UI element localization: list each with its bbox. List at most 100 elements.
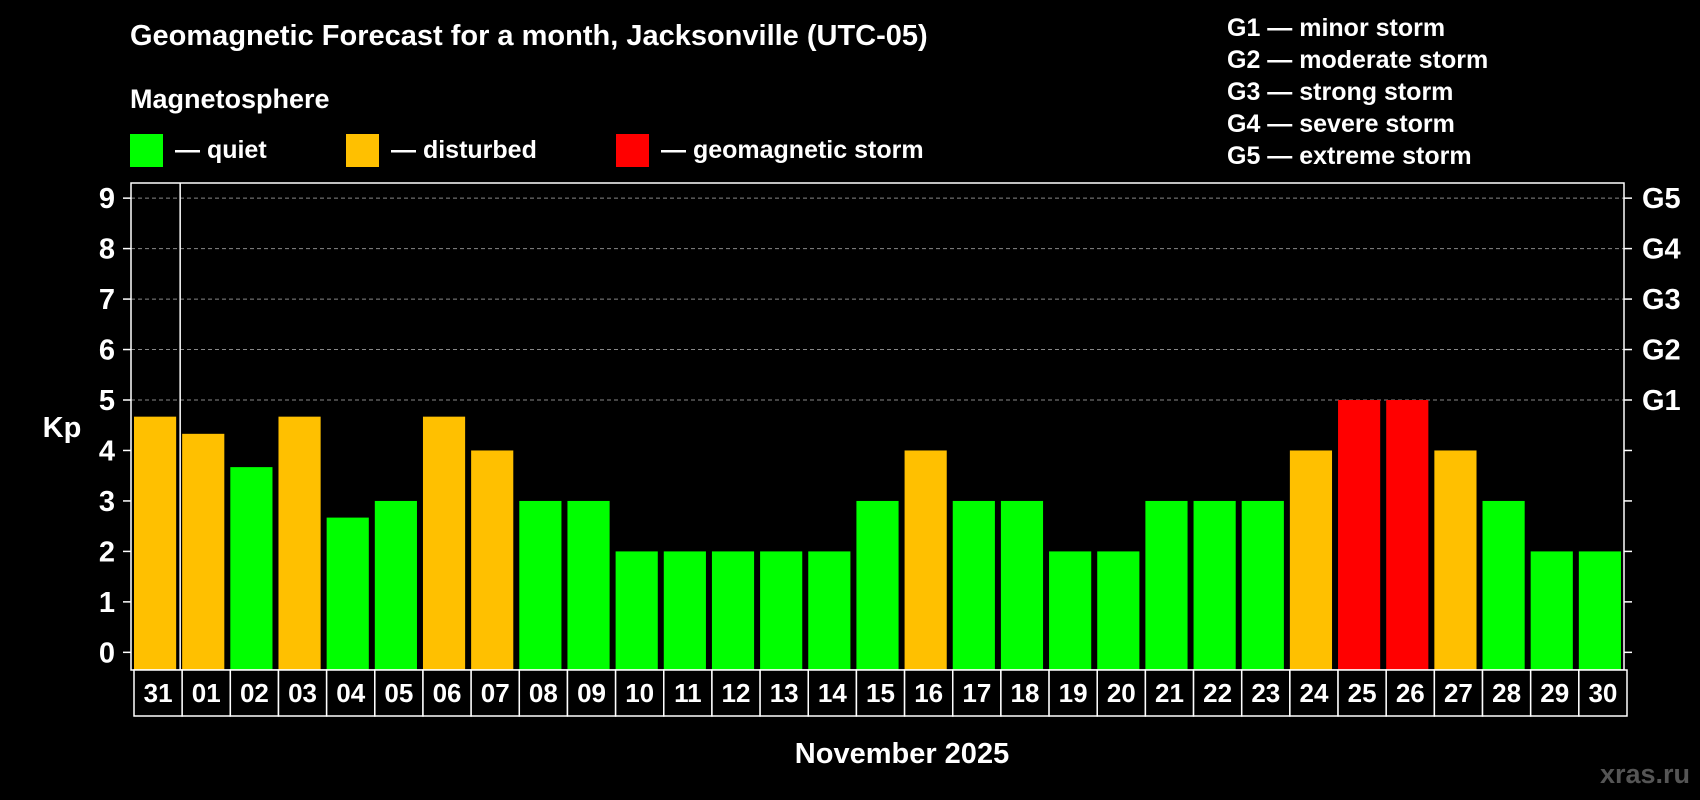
legend-disturbed: — disturbed [346, 133, 537, 167]
x-cell-10 [614, 669, 665, 717]
storm-level-label-g1: G1 [1642, 385, 1681, 417]
bar-11 [663, 551, 706, 670]
x-tick-label: 12 [722, 678, 751, 708]
storm-level-label-g4: G4 [1642, 234, 1681, 266]
x-tick-label: 19 [1059, 678, 1088, 708]
x-tick-label: 25 [1348, 678, 1377, 708]
bar-01 [182, 433, 225, 670]
x-tick-label: 02 [240, 678, 269, 708]
storm-scale-g2: G2 — moderate storm [1227, 46, 1489, 74]
legend-quiet: — quiet [130, 133, 267, 167]
x-axis-label: November 2025 [795, 738, 1009, 770]
bar-25 [1338, 400, 1381, 670]
bar-05 [374, 500, 417, 670]
x-cell-18 [1000, 669, 1050, 717]
y-tick-label: 7 [99, 284, 115, 316]
watermark: xras.ru [1599, 759, 1690, 789]
bar-20 [1097, 551, 1140, 670]
bar-26 [1386, 400, 1429, 670]
legend-storm-label: — geomagnetic storm [661, 135, 924, 164]
x-tick-label: 28 [1492, 678, 1521, 708]
x-cell-06 [422, 669, 472, 717]
x-cell-30 [1578, 669, 1628, 717]
x-cell-16 [903, 669, 954, 717]
y-tick-label: 3 [99, 486, 115, 518]
x-cell-17 [951, 669, 1002, 717]
bar-03 [278, 416, 321, 670]
bar-07 [471, 450, 514, 670]
bar-06 [422, 416, 466, 670]
bar-22 [1193, 500, 1236, 670]
bar-23 [1241, 500, 1284, 670]
y-tick-label: 8 [99, 234, 115, 266]
chart-title: Geomagnetic Forecast for a month, Jackso… [130, 20, 928, 52]
x-cell-08 [518, 669, 569, 717]
x-cell-27 [1433, 669, 1484, 717]
bar-04 [326, 517, 369, 670]
bar-10 [615, 551, 658, 670]
x-tick-label: 10 [625, 678, 654, 708]
y-tick-label: 0 [99, 637, 115, 669]
x-tick-label: 08 [529, 678, 558, 708]
x-cell-22 [1192, 669, 1243, 717]
x-cell-07 [470, 669, 521, 717]
bar-09 [567, 500, 610, 670]
storm-level-label-g2: G2 [1642, 335, 1681, 367]
x-tick-label: 07 [481, 678, 510, 708]
x-cell-01 [181, 669, 232, 717]
x-cell-26 [1385, 669, 1436, 717]
bar-13 [760, 551, 803, 670]
x-tick-label: 11 [674, 678, 702, 708]
legend-subtitle: Magnetosphere [130, 84, 330, 114]
y-tick-label: 9 [99, 183, 115, 215]
x-tick-label: 13 [770, 678, 799, 708]
legend-storm: — geomagnetic storm [616, 133, 924, 167]
y-tick-label: 2 [99, 536, 115, 568]
bar-31 [134, 416, 177, 670]
bar-27 [1434, 450, 1477, 670]
x-cell-04 [325, 669, 376, 717]
x-cell-31 [133, 669, 183, 717]
bar-16 [904, 450, 947, 670]
storm-scale-legend: G1 — minor storm G2 — moderate storm G3 … [1227, 12, 1488, 172]
bar-12 [711, 551, 755, 670]
legend-disturbed-label: — disturbed [391, 135, 537, 164]
legend-disturbed-swatch [346, 133, 379, 167]
x-tick-label: 17 [962, 678, 991, 708]
x-cell-29 [1529, 669, 1580, 717]
storm-scale-g4: G4 — severe storm [1227, 110, 1455, 138]
x-tick-label: 27 [1444, 678, 1473, 708]
x-tick-label: 06 [433, 678, 462, 708]
storm-level-label-g3: G3 [1642, 284, 1681, 316]
legend-quiet-label: — quiet [175, 135, 267, 164]
x-tick-label: 16 [914, 678, 943, 708]
x-tick-label: 05 [384, 678, 413, 708]
x-tick-label: 24 [1299, 678, 1328, 708]
bar-24 [1289, 450, 1333, 670]
x-cell-11 [663, 669, 713, 717]
bar-19 [1049, 551, 1092, 670]
bar-17 [952, 500, 995, 670]
bar-14 [808, 551, 851, 670]
x-tick-label: 20 [1107, 678, 1136, 708]
x-tick-label: 23 [1251, 678, 1280, 708]
bar-21 [1145, 500, 1188, 670]
x-tick-label: 21 [1155, 678, 1184, 708]
x-tick-label: 22 [1203, 678, 1232, 708]
x-tick-label: 03 [288, 678, 317, 708]
bar-02 [230, 467, 273, 670]
x-tick-label: 31 [144, 678, 173, 708]
x-tick-label: 04 [336, 678, 365, 708]
bar-29 [1530, 551, 1573, 670]
storm-scale-g1: G1 — minor storm [1227, 14, 1446, 42]
x-cell-03 [277, 669, 328, 717]
y-tick-label: 1 [99, 587, 115, 619]
x-cell-23 [1240, 669, 1291, 717]
x-tick-label: 26 [1396, 678, 1425, 708]
x-cell-09 [566, 669, 617, 717]
storm-scale-g3: G3 — strong storm [1227, 78, 1454, 106]
bar-28 [1482, 500, 1525, 670]
x-cell-28 [1481, 669, 1532, 717]
x-cell-25 [1337, 669, 1387, 717]
